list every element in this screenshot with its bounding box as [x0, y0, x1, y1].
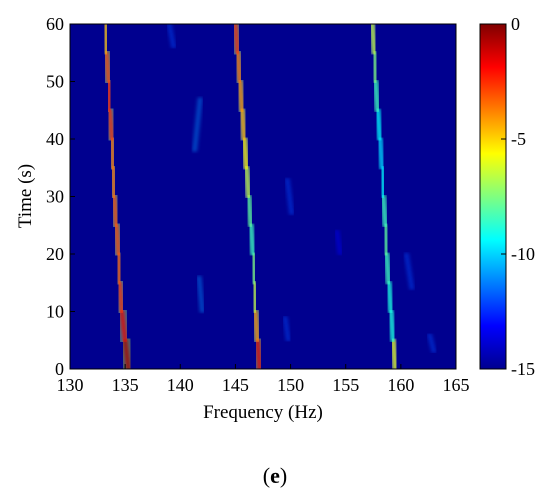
- ridge-3-segment: [371, 50, 378, 84]
- x-tick-label: 155: [332, 375, 359, 395]
- ridge-3-segment: [390, 337, 398, 369]
- ridge-2-segment: [248, 222, 256, 257]
- ridge-3-segment: [379, 165, 386, 199]
- ridge-1-segment: [119, 309, 128, 343]
- ridge-1-segment: [111, 194, 119, 228]
- x-tick-label: 130: [57, 375, 84, 395]
- y-tick-label: 10: [46, 302, 64, 322]
- ridge-1-segment: [107, 107, 115, 142]
- y-tick-label: 20: [46, 244, 64, 264]
- colorbar-tick-label: 0: [511, 14, 520, 34]
- ridge-3-segment: [372, 79, 381, 113]
- faint-streak-6: [404, 252, 414, 290]
- ridge-1-segment: [122, 337, 131, 369]
- x-axis-label: Frequency (Hz): [203, 402, 323, 423]
- ridge-1-segment: [117, 280, 125, 314]
- ridge-2-segment: [252, 309, 260, 343]
- y-tick-label: 60: [46, 14, 64, 34]
- ridge-2-segment: [232, 24, 241, 56]
- ridge-2-segment: [241, 136, 249, 171]
- ridge-3-segment: [384, 251, 392, 286]
- x-axis: 130 135 140 145 150 155 160 165: [57, 364, 470, 395]
- ridge-1-segment: [116, 251, 123, 286]
- x-tick-label: 145: [222, 375, 249, 395]
- ridge-3-segment: [377, 136, 385, 171]
- ridge-1: [99, 24, 135, 369]
- ridge-3-segment: [369, 24, 377, 56]
- ridge-2-segment: [239, 107, 247, 142]
- faint-streak-5: [167, 24, 176, 49]
- ridge-3: [366, 24, 402, 369]
- y-tick-label: 50: [46, 72, 64, 92]
- ridge-3-segment: [386, 280, 394, 314]
- ridge-1-segment: [109, 136, 116, 171]
- ridge-2-segment: [237, 79, 245, 113]
- ridge-1-segment: [103, 50, 112, 84]
- ridge-3-segment: [380, 194, 388, 228]
- colorbar-axis: 0 -5 -10 -15: [501, 14, 535, 379]
- colorbar-tick-label: -15: [511, 359, 535, 379]
- ridge-3-segment: [382, 222, 390, 257]
- ridge-1-segment: [110, 165, 117, 199]
- heatmap-marks: [99, 24, 436, 369]
- y-tick-label: 0: [55, 359, 64, 379]
- x-tick-label: 160: [387, 375, 414, 395]
- ridge-2-segment: [235, 50, 243, 84]
- ridge-2: [229, 24, 266, 369]
- x-tick-label: 165: [443, 375, 470, 395]
- y-tick-label: 40: [46, 129, 64, 149]
- x-tick-label: 140: [167, 375, 194, 395]
- panel-letter: e: [270, 463, 280, 488]
- x-tick-label: 135: [112, 375, 139, 395]
- faint-streak-8: [335, 229, 342, 256]
- faint-streak-7: [428, 333, 436, 354]
- y-axis-label: Time (s): [15, 164, 36, 228]
- faint-streak-4: [285, 177, 294, 216]
- x-tick-label: 150: [277, 375, 304, 395]
- ridge-2-segment: [246, 194, 254, 228]
- colorbar: [479, 23, 507, 370]
- ridge-1-segment: [106, 79, 113, 113]
- ridge-1-segment: [102, 24, 109, 56]
- y-axis: 0 10 20 30 40 50 60: [46, 14, 75, 379]
- faint-streak-1: [193, 97, 202, 152]
- faint-streak-2: [197, 275, 204, 313]
- y-tick-label: 30: [46, 187, 64, 207]
- panel-label: (e): [262, 463, 288, 488]
- ridge-1-segment: [113, 222, 122, 257]
- ridge-2-segment: [250, 251, 257, 286]
- ridge-2-segment: [254, 337, 263, 369]
- ridge-3-segment: [388, 309, 396, 343]
- colorbar-tick-label: -10: [511, 244, 535, 264]
- ridge-3-segment: [375, 107, 383, 142]
- faint-streak-3: [283, 315, 290, 342]
- ridge-2-segment: [251, 280, 258, 314]
- colorbar-tick-label: -5: [511, 129, 526, 149]
- ridge-2-segment: [243, 165, 252, 199]
